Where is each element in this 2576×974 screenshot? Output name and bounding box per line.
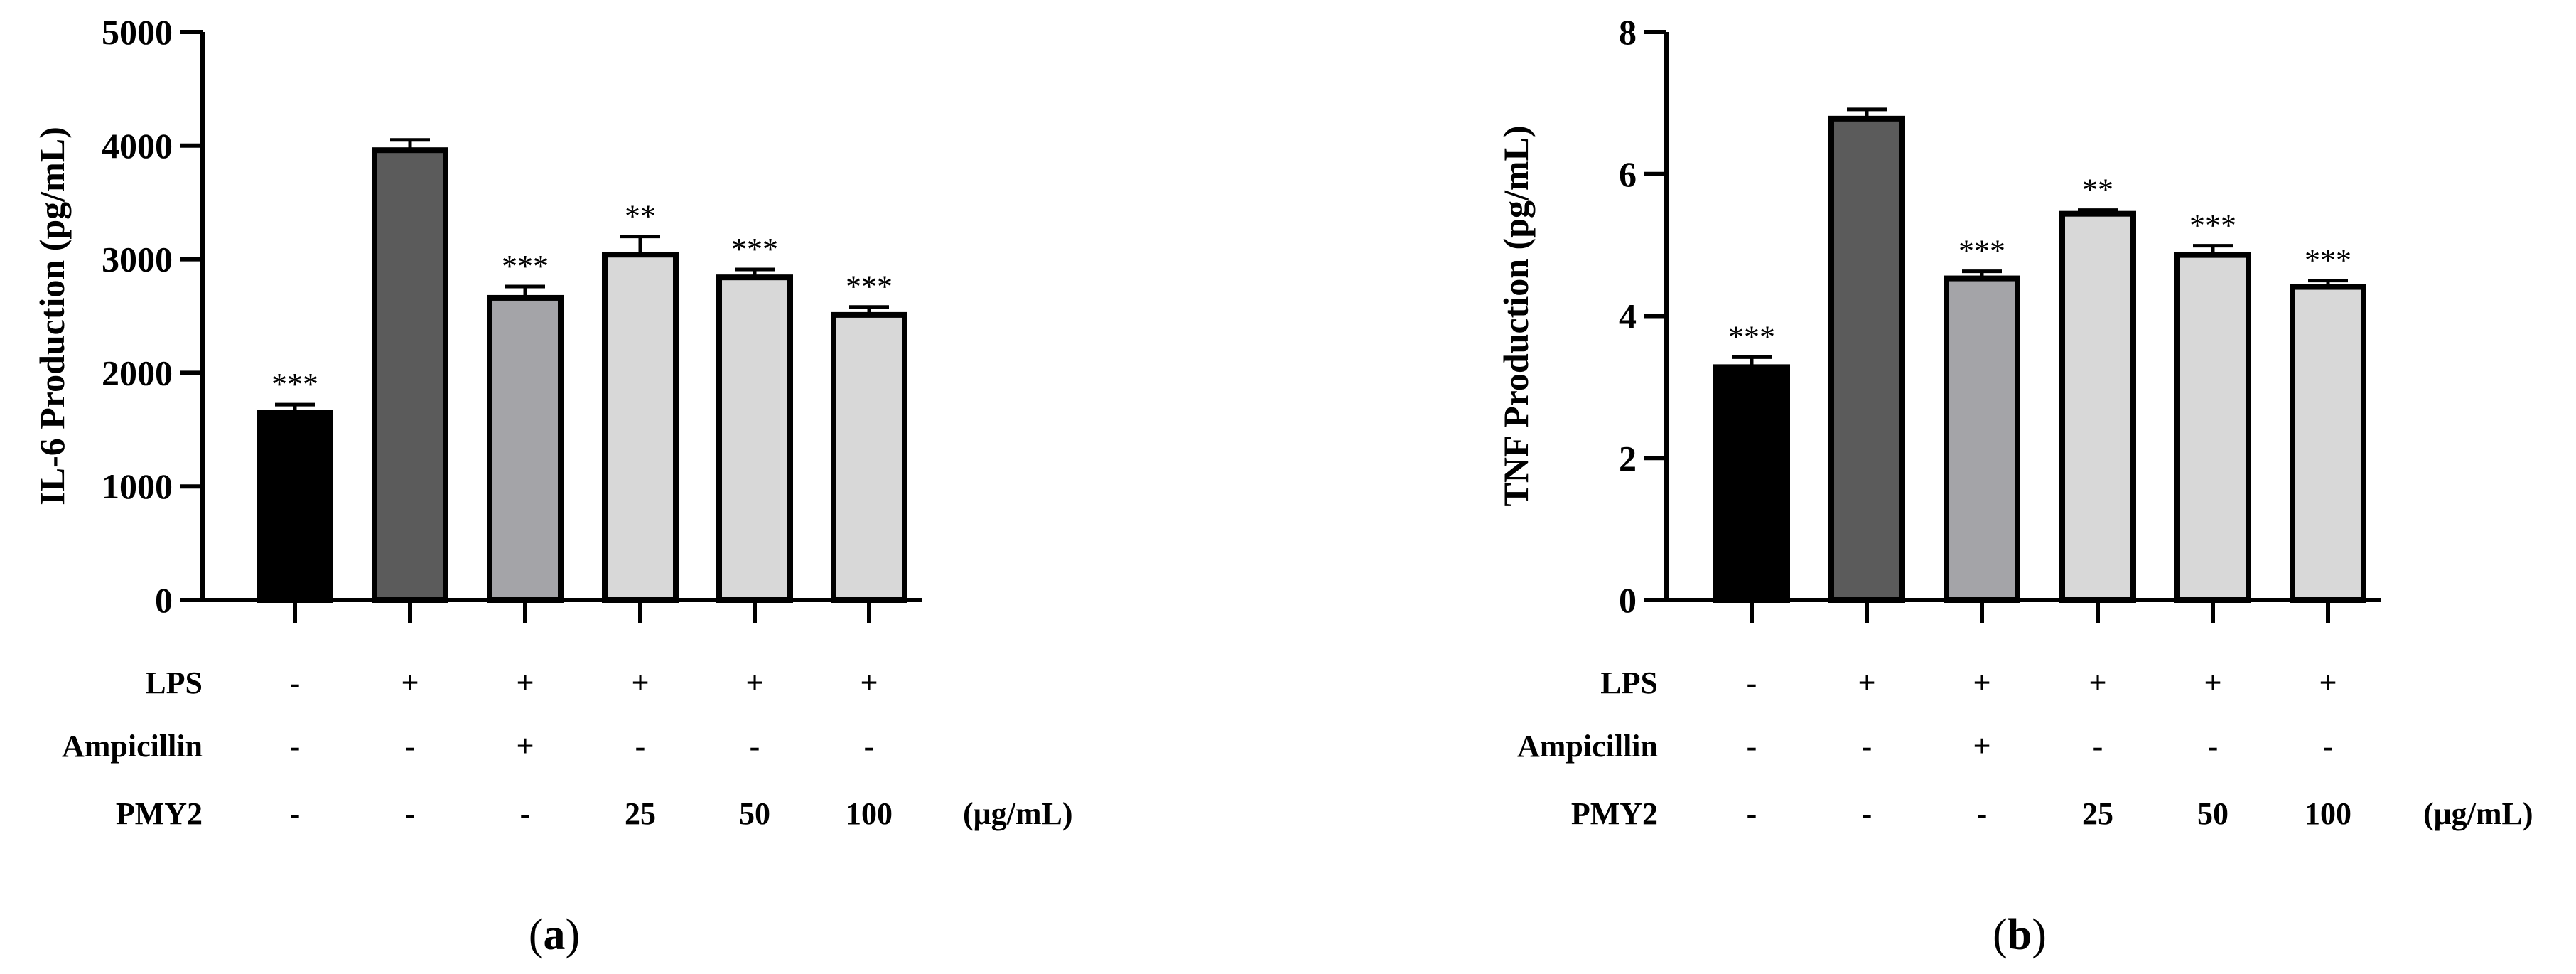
panel-letter: b bbox=[2008, 911, 2032, 959]
condition-value: - bbox=[2323, 729, 2334, 764]
condition-value: - bbox=[1862, 729, 1872, 764]
significance-label: *** bbox=[271, 367, 318, 402]
bar bbox=[487, 294, 564, 603]
y-axis-title: IL-6 Production (pg/mL) bbox=[32, 127, 72, 505]
condition-row-label: Ampicillin bbox=[62, 729, 203, 764]
condition-row-label: PMY2 bbox=[1571, 796, 1658, 831]
unit-label: (μg/mL) bbox=[963, 796, 1072, 831]
y-tick-label: 1000 bbox=[102, 466, 173, 506]
significance-label: *** bbox=[731, 232, 778, 267]
condition-row-label: LPS bbox=[1600, 665, 1658, 700]
condition-value: + bbox=[1973, 665, 1990, 700]
panel-paren-close: ) bbox=[566, 911, 581, 959]
condition-value: + bbox=[631, 665, 649, 700]
condition-value: - bbox=[635, 729, 646, 764]
condition-value: - bbox=[2093, 729, 2103, 764]
condition-value: + bbox=[745, 665, 763, 700]
panel-label: (b) bbox=[1993, 911, 2047, 959]
condition-value: - bbox=[750, 729, 760, 764]
bar bbox=[2174, 252, 2251, 603]
condition-value: - bbox=[405, 796, 416, 831]
y-tick-label: 8 bbox=[1619, 12, 1637, 52]
y-tick-label: 6 bbox=[1619, 154, 1637, 194]
condition-value: - bbox=[290, 729, 301, 764]
condition-value: 100 bbox=[846, 796, 893, 831]
y-axis-title: TNF Production (pg/mL) bbox=[1496, 125, 1536, 506]
bar bbox=[1713, 364, 1790, 603]
significance-label: ** bbox=[625, 199, 656, 234]
significance-label: *** bbox=[1728, 319, 1775, 354]
condition-value: - bbox=[1747, 665, 1757, 700]
y-tick-label: 0 bbox=[155, 580, 173, 620]
panel-paren-close: ) bbox=[2032, 911, 2047, 959]
bar bbox=[2290, 284, 2366, 603]
bar bbox=[372, 147, 448, 603]
significance-label: *** bbox=[1958, 234, 2005, 269]
y-tick-label: 2000 bbox=[102, 353, 173, 392]
condition-value: - bbox=[1862, 796, 1872, 831]
condition-value: - bbox=[405, 729, 416, 764]
condition-value: - bbox=[1977, 796, 1988, 831]
y-tick-label: 4000 bbox=[102, 126, 173, 166]
condition-value: 50 bbox=[2197, 796, 2229, 831]
condition-value: + bbox=[860, 665, 878, 700]
panel-letter: a bbox=[544, 911, 566, 959]
condition-value: + bbox=[2089, 665, 2106, 700]
significance-label: *** bbox=[2189, 208, 2236, 243]
y-tick-label: 4 bbox=[1619, 296, 1637, 336]
condition-value: - bbox=[864, 729, 875, 764]
bar bbox=[602, 252, 679, 603]
condition-value: + bbox=[2204, 665, 2221, 700]
condition-value: - bbox=[1747, 729, 1757, 764]
condition-value: + bbox=[516, 729, 534, 764]
bar bbox=[716, 274, 793, 603]
bar bbox=[1828, 115, 1905, 604]
significance-label: ** bbox=[2082, 173, 2113, 208]
condition-value: 25 bbox=[625, 796, 656, 831]
significance-label: *** bbox=[2305, 243, 2351, 278]
condition-value: - bbox=[2208, 729, 2219, 764]
unit-label: (μg/mL) bbox=[2423, 796, 2533, 831]
condition-value: + bbox=[2319, 665, 2337, 700]
y-tick-label: 3000 bbox=[102, 240, 173, 279]
significance-label: *** bbox=[846, 269, 893, 304]
bar bbox=[2059, 210, 2136, 603]
condition-value: - bbox=[1747, 796, 1757, 831]
condition-row-label: PMY2 bbox=[116, 796, 203, 831]
panel-paren-open: ( bbox=[529, 911, 544, 959]
panel-paren-open: ( bbox=[1993, 911, 2008, 959]
condition-value: - bbox=[520, 796, 531, 831]
condition-value: 50 bbox=[739, 796, 770, 831]
condition-row-label: LPS bbox=[145, 665, 203, 700]
bar bbox=[1944, 275, 2020, 603]
significance-label: *** bbox=[502, 249, 549, 284]
panel-label: (a) bbox=[529, 911, 580, 959]
y-tick-label: 0 bbox=[1619, 580, 1637, 620]
condition-value: 100 bbox=[2305, 796, 2351, 831]
condition-value: + bbox=[516, 665, 534, 700]
condition-value: - bbox=[290, 665, 301, 700]
y-tick-label: 2 bbox=[1619, 438, 1637, 478]
condition-value: + bbox=[1973, 729, 1990, 764]
condition-row-label: Ampicillin bbox=[1517, 729, 1658, 764]
bar bbox=[831, 311, 907, 603]
condition-value: - bbox=[290, 796, 301, 831]
condition-value: 25 bbox=[2082, 796, 2113, 831]
bar bbox=[257, 410, 333, 604]
condition-value: + bbox=[1858, 665, 1875, 700]
y-tick-label: 5000 bbox=[102, 12, 173, 52]
chart-a: 0 1000 2000 3000 4000 5000 IL-6 Production (pg… bbox=[32, 12, 1072, 959]
condition-value: + bbox=[401, 665, 419, 700]
